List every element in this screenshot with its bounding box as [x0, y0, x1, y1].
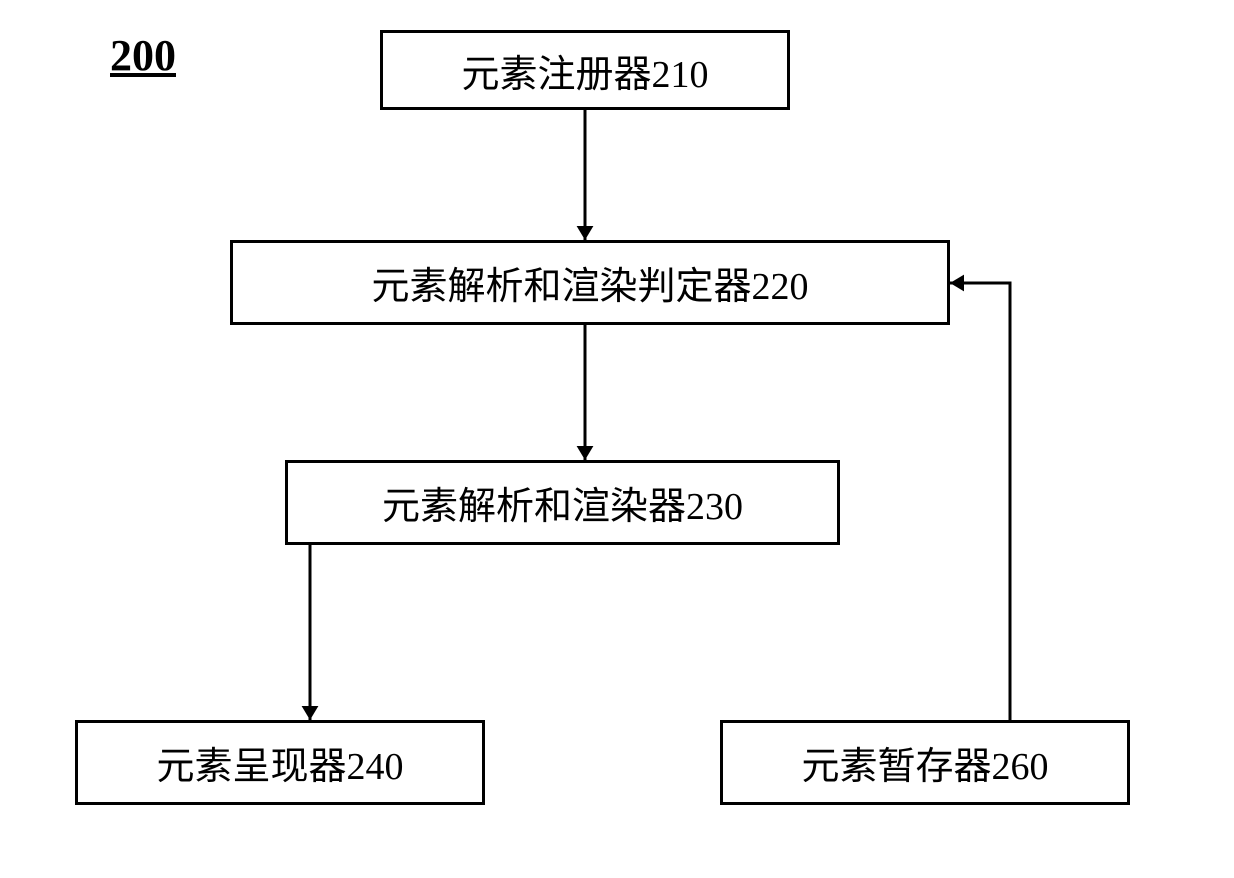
node-n210: 元素注册器210 [380, 30, 790, 110]
node-n260: 元素暂存器260 [720, 720, 1130, 805]
figure-label: 200 [110, 30, 176, 81]
node-n230: 元素解析和渲染器230 [285, 460, 840, 545]
node-n220: 元素解析和渲染判定器220 [230, 240, 950, 325]
edge-n260-n220 [950, 283, 1010, 720]
diagram-canvas: 200 元素注册器210 元素解析和渲染判定器220 元素解析和渲染器230 元素呈现… [0, 0, 1234, 878]
node-label: 元素解析和渲染器230 [382, 475, 743, 530]
node-label: 元素解析和渲染判定器220 [371, 255, 808, 310]
node-label: 元素暂存器260 [801, 735, 1048, 790]
node-n240: 元素呈现器240 [75, 720, 485, 805]
arrowhead-icon [577, 226, 594, 240]
arrowhead-icon [950, 275, 964, 292]
arrowhead-icon [577, 446, 594, 460]
node-label: 元素注册器210 [461, 43, 708, 98]
arrowhead-icon [302, 706, 319, 720]
node-label: 元素呈现器240 [156, 735, 403, 790]
